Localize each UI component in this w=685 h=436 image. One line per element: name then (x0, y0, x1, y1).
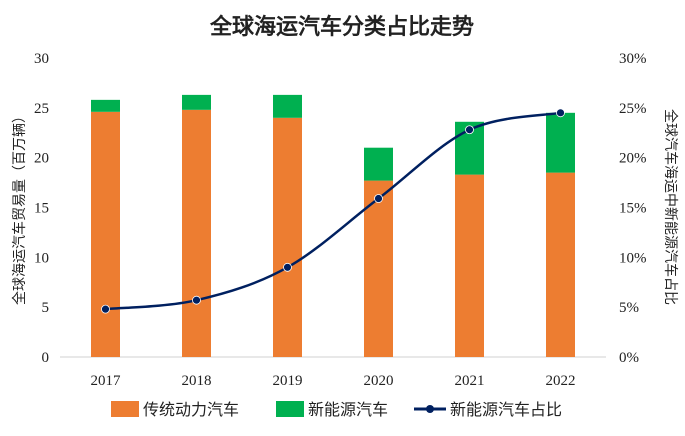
bar-nev (546, 112, 575, 173)
bar-nev (273, 94, 302, 118)
right-tick-label: 0% (619, 350, 639, 366)
legend-label-ratio: 新能源汽车占比 (450, 400, 562, 419)
legend-marker-ratio (426, 405, 434, 413)
right-tick-label: 30% (619, 51, 647, 67)
right-axis-title: 全球汽车海运中新能源汽车占比 (662, 109, 679, 305)
ratio-point (374, 194, 383, 203)
x-tick-label: 2020 (364, 373, 394, 389)
ratio-line (105, 111, 561, 311)
left-axis-title: 全球海运汽车贸易量（百万辆） (11, 109, 28, 305)
legend-swatch-conventional (111, 401, 139, 417)
right-tick-label: 5% (619, 300, 639, 316)
bar-nev (364, 147, 393, 181)
x-tick-label: 2018 (182, 373, 212, 389)
bar-nev (182, 94, 211, 110)
x-tick-label: 2021 (455, 373, 485, 389)
ratio-point (192, 295, 201, 305)
right-tick-label: 25% (619, 101, 647, 117)
x-tick-label: 2019 (273, 373, 303, 389)
right-tick-label: 10% (619, 250, 647, 266)
ratio-line-series (101, 108, 565, 314)
legend-label-conventional: 传统动力汽车 (143, 400, 239, 419)
x-tick-label: 2022 (546, 373, 576, 389)
ratio-point (101, 304, 110, 314)
bar-conventional (364, 180, 393, 357)
ratio-point (556, 108, 565, 118)
left-tick-label: 20 (34, 151, 49, 167)
x-tick-label: 2017 (91, 373, 122, 389)
ratio-point (283, 262, 292, 272)
bars (91, 94, 575, 358)
right-tick-label: 15% (619, 201, 647, 217)
bar-conventional (182, 109, 211, 358)
bar-conventional (455, 174, 484, 357)
left-axis: 0 5 10 15 20 25 30 (34, 51, 49, 366)
legend-label-nev: 新能源汽车 (308, 400, 388, 419)
bar-conventional (91, 111, 120, 357)
left-tick-label: 0 (42, 350, 50, 366)
legend: 传统动力汽车 新能源汽车 新能源汽车占比 (111, 400, 562, 419)
right-tick-label: 20% (619, 151, 647, 167)
legend-swatch-nev (276, 401, 304, 417)
ratio-point (465, 125, 474, 135)
chart-title: 全球海运汽车分类占比走势 (209, 14, 474, 40)
right-axis: 0% 5% 10% 15% 20% 25% 30% (619, 51, 647, 366)
left-tick-label: 25 (34, 101, 49, 117)
bar-conventional (546, 172, 575, 357)
left-tick-label: 30 (34, 51, 49, 67)
left-tick-label: 15 (34, 201, 49, 217)
bar-nev (91, 99, 120, 112)
x-axis: 2017 2018 2019 2020 2021 2022 (91, 373, 576, 389)
bar-conventional (273, 117, 302, 357)
left-tick-label: 5 (42, 300, 50, 316)
left-tick-label: 10 (34, 250, 49, 266)
